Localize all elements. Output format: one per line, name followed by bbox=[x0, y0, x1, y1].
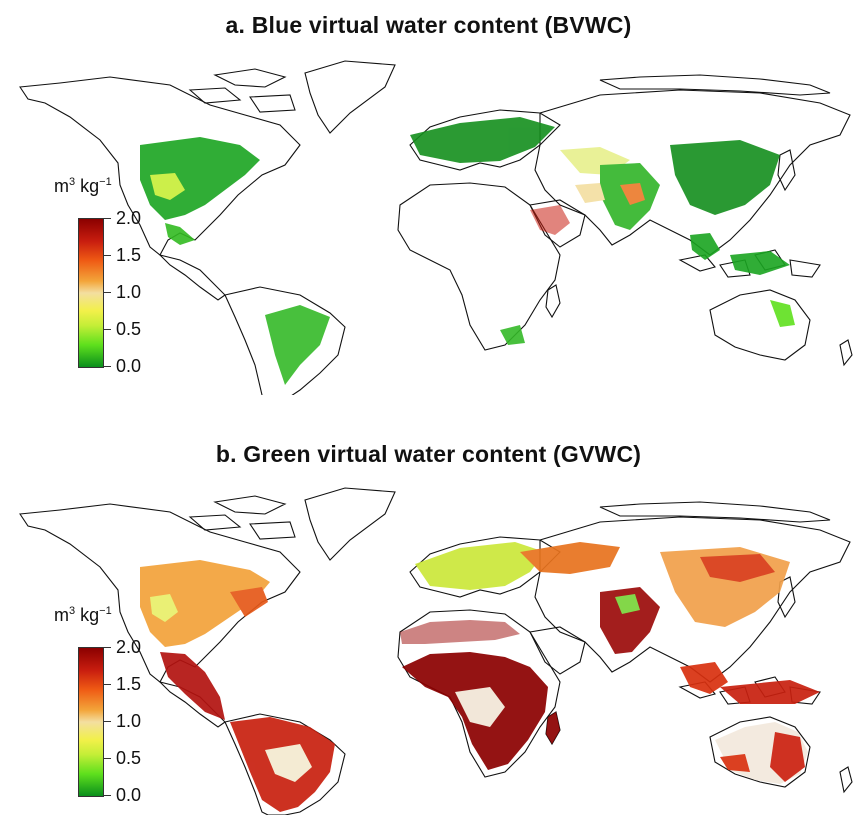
unit-kg-sup: −1 bbox=[99, 605, 112, 617]
central-america-outline bbox=[158, 253, 226, 301]
unit-kg: kg bbox=[75, 176, 100, 196]
europe-outline bbox=[409, 109, 561, 171]
legend-tick bbox=[103, 647, 111, 648]
greenland-outline bbox=[304, 487, 396, 561]
panel-blue-vwc: a. Blue virtual water content (BVWC) bbox=[0, 0, 857, 405]
arabia-outline bbox=[529, 626, 586, 675]
greenland-outline bbox=[304, 60, 396, 134]
panel-green-vwc: b. Green virtual water content (GVWC) bbox=[0, 420, 857, 815]
unit-kg-sup: −1 bbox=[99, 176, 112, 188]
unit-kg: kg bbox=[75, 605, 100, 625]
legend-tick bbox=[103, 795, 111, 796]
legend-tick bbox=[103, 218, 111, 219]
legend-tick bbox=[103, 366, 111, 367]
world-map-bvwc bbox=[19, 60, 853, 395]
australia-outline bbox=[709, 289, 811, 361]
unit-m: m bbox=[54, 605, 69, 625]
legend-tick-label: 2.0 bbox=[116, 637, 142, 657]
bvwc-shading bbox=[140, 117, 795, 385]
gvwc-shading bbox=[140, 542, 820, 812]
arctic-islands-outline bbox=[188, 68, 296, 113]
unit-m-sup: 3 bbox=[69, 605, 76, 617]
unit-m: m bbox=[54, 176, 69, 196]
south-america-outline bbox=[224, 286, 346, 395]
panel-title: a. Blue virtual water content (BVWC) bbox=[225, 12, 632, 38]
legend-tick-label: 1.5 bbox=[116, 245, 142, 265]
arabia-outline bbox=[529, 199, 586, 248]
legend-tick-label: 1.0 bbox=[116, 711, 142, 731]
legend-tick bbox=[103, 721, 111, 722]
legend-tick bbox=[103, 329, 111, 330]
legend-tick-label: 1.5 bbox=[116, 674, 142, 694]
arctic-islands-outline bbox=[188, 495, 296, 540]
world-map-gvwc bbox=[19, 487, 853, 815]
africa-outline bbox=[397, 182, 561, 351]
panel-title: b. Green virtual water content (GVWC) bbox=[215, 441, 642, 467]
legend-tick-label: 0.0 bbox=[116, 356, 142, 376]
japan-outline bbox=[777, 576, 796, 619]
legend-tick bbox=[103, 758, 111, 759]
europe-outline bbox=[409, 536, 561, 598]
siberia-coast-outline bbox=[599, 74, 831, 96]
legend-tick-label: 0.0 bbox=[116, 785, 142, 805]
indonesia-outline bbox=[678, 249, 821, 278]
legend-unit: m3 kg−1 bbox=[54, 605, 112, 626]
legend-tick-label: 2.0 bbox=[116, 208, 142, 228]
legend-tick-label: 0.5 bbox=[116, 748, 142, 768]
unit-m-sup: 3 bbox=[69, 176, 76, 188]
new-zealand-outline bbox=[839, 766, 853, 794]
legend-unit: m3 kg−1 bbox=[54, 176, 112, 197]
legend-tick bbox=[103, 684, 111, 685]
legend-tick bbox=[103, 292, 111, 293]
legend-colorbar bbox=[78, 218, 104, 368]
legend-tick-label: 0.5 bbox=[116, 319, 142, 339]
madagascar-outline bbox=[545, 284, 561, 319]
legend-tick bbox=[103, 255, 111, 256]
japan-outline bbox=[777, 149, 796, 192]
new-zealand-outline bbox=[839, 339, 853, 367]
siberia-coast-outline bbox=[599, 501, 831, 523]
legend: m3 kg−1 2.0 1.5 1.0 0.5 0.0 bbox=[52, 605, 182, 805]
legend: m3 kg−1 2.0 1.5 1.0 0.5 0.0 bbox=[52, 176, 182, 376]
legend-tick-label: 1.0 bbox=[116, 282, 142, 302]
legend-colorbar bbox=[78, 647, 104, 797]
